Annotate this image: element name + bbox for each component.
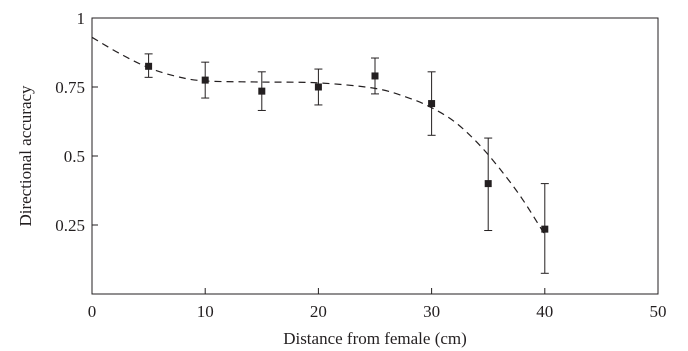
data-point-marker	[145, 62, 153, 70]
x-tick-label: 20	[310, 302, 327, 321]
x-tick-label: 30	[423, 302, 440, 321]
data-point-marker	[314, 83, 322, 91]
x-tick-label: 10	[197, 302, 214, 321]
data-point-marker	[371, 72, 379, 80]
x-tick-label: 0	[88, 302, 97, 321]
data-point-marker	[428, 100, 436, 108]
fit-line	[91, 36, 546, 235]
y-axis-title: Directional accuracy	[16, 85, 35, 227]
x-tick-label: 50	[650, 302, 667, 321]
x-axis-title: Distance from female (cm)	[283, 329, 467, 348]
data-point-marker	[484, 180, 492, 188]
y-tick-label: 1	[77, 9, 86, 28]
data-point-marker	[201, 76, 209, 84]
data-points	[144, 53, 549, 274]
data-point-marker	[541, 225, 549, 233]
x-axis: 0 10 20 30 40 50	[88, 288, 667, 321]
y-tick-label: 0.75	[55, 78, 85, 97]
data-point-marker	[258, 87, 266, 95]
y-tick-label: 0.5	[64, 147, 85, 166]
x-tick-label: 40	[536, 302, 553, 321]
y-tick-label: 0.25	[55, 216, 85, 235]
y-axis: 0.25 0.5 0.75 1	[55, 9, 98, 235]
